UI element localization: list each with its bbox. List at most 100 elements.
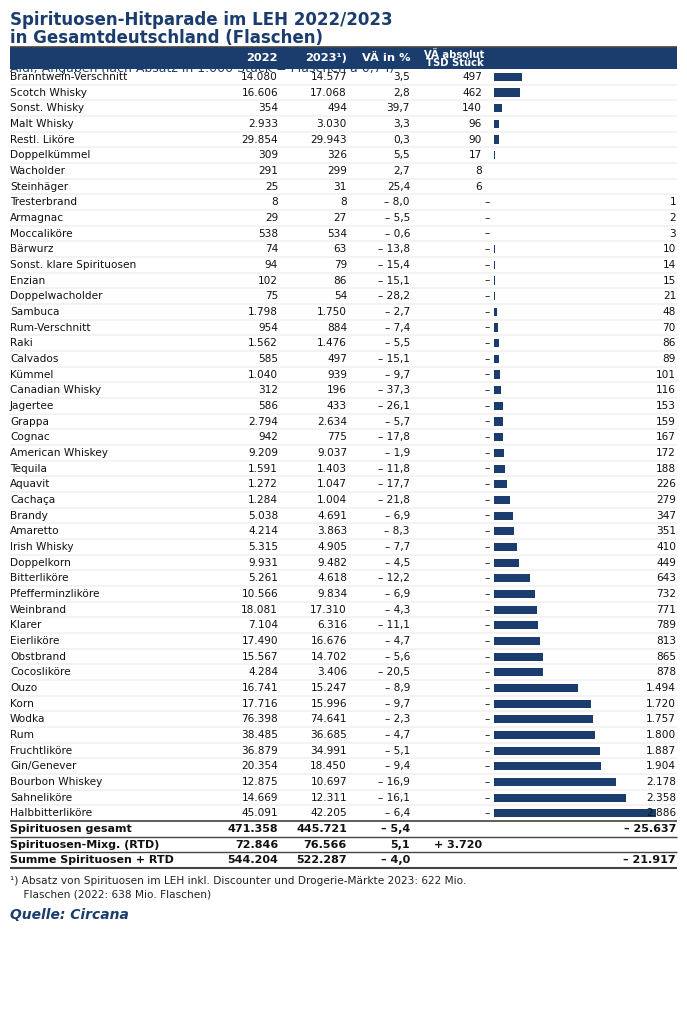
Text: – 5,4: – 5,4 [381, 824, 410, 834]
Text: 643: 643 [656, 573, 676, 584]
Text: – 11,8: – 11,8 [378, 464, 410, 473]
Text: Rum: Rum [10, 730, 34, 740]
Text: – 4,7: – 4,7 [385, 636, 410, 646]
Text: 4.284: 4.284 [248, 668, 278, 677]
Text: 5.261: 5.261 [248, 573, 278, 584]
FancyBboxPatch shape [494, 543, 517, 551]
Text: 771: 771 [656, 604, 676, 614]
FancyBboxPatch shape [494, 418, 503, 426]
Text: 1.476: 1.476 [317, 338, 347, 348]
Text: 1.004: 1.004 [317, 495, 347, 505]
Text: –: – [485, 698, 490, 709]
Text: 38.485: 38.485 [241, 730, 278, 740]
Text: VÄ in %: VÄ in % [361, 53, 410, 63]
Text: – 13,8: – 13,8 [378, 244, 410, 254]
FancyBboxPatch shape [494, 386, 501, 394]
Text: 2022: 2022 [247, 53, 278, 63]
Text: 2.933: 2.933 [248, 119, 278, 129]
Text: 471.358: 471.358 [227, 824, 278, 834]
Text: 538: 538 [258, 228, 278, 239]
Text: 86: 86 [334, 275, 347, 286]
Text: 309: 309 [258, 151, 278, 160]
Text: – 0,6: – 0,6 [385, 228, 410, 239]
FancyBboxPatch shape [494, 637, 539, 645]
Text: 15.247: 15.247 [311, 683, 347, 693]
Text: – 4,0: – 4,0 [381, 855, 410, 865]
Text: –: – [485, 777, 490, 787]
Text: 17.068: 17.068 [311, 87, 347, 97]
Text: 3: 3 [669, 228, 676, 239]
Text: Sonst. klare Spirituosen: Sonst. klare Spirituosen [10, 260, 136, 270]
Text: Tequila: Tequila [10, 464, 47, 473]
Text: 8: 8 [271, 198, 278, 207]
FancyBboxPatch shape [494, 684, 578, 692]
Text: Flaschen (2022: 638 Mio. Flaschen): Flaschen (2022: 638 Mio. Flaschen) [10, 889, 211, 899]
Text: –: – [485, 589, 490, 599]
Text: 153: 153 [656, 401, 676, 411]
Text: –: – [485, 307, 490, 316]
Text: Brandy: Brandy [10, 511, 48, 520]
Text: 10.697: 10.697 [311, 777, 347, 787]
FancyBboxPatch shape [10, 47, 677, 69]
Text: 27: 27 [334, 213, 347, 223]
Text: Halbbitterliköre: Halbbitterliköre [10, 808, 92, 818]
Text: 20.354: 20.354 [241, 761, 278, 771]
Text: Bourbon Whiskey: Bourbon Whiskey [10, 777, 102, 787]
Text: 2: 2 [669, 213, 676, 223]
Text: 1.757: 1.757 [646, 715, 676, 724]
Text: Raki: Raki [10, 338, 33, 348]
Text: Spirituosen gesamt: Spirituosen gesamt [10, 824, 132, 834]
Text: 1.272: 1.272 [248, 479, 278, 489]
Text: 497: 497 [327, 354, 347, 364]
FancyBboxPatch shape [494, 512, 513, 519]
Text: – 5,1: – 5,1 [385, 745, 410, 756]
Text: 36.685: 36.685 [311, 730, 347, 740]
FancyBboxPatch shape [494, 715, 593, 723]
Text: – 9,4: – 9,4 [385, 761, 410, 771]
Text: Rum-Verschnitt: Rum-Verschnitt [10, 323, 91, 333]
Text: 101: 101 [656, 370, 676, 380]
Text: Moccaliköre: Moccaliköre [10, 228, 73, 239]
Text: 2,8: 2,8 [393, 87, 410, 97]
Text: 36.879: 36.879 [241, 745, 278, 756]
Text: 544.204: 544.204 [227, 855, 278, 865]
Text: – 20,5: – 20,5 [378, 668, 410, 677]
FancyBboxPatch shape [494, 480, 507, 488]
FancyBboxPatch shape [494, 73, 522, 81]
Text: 14.080: 14.080 [241, 72, 278, 82]
Text: 878: 878 [656, 668, 676, 677]
Text: 116: 116 [656, 385, 676, 395]
Text: 1.800: 1.800 [646, 730, 676, 740]
Text: 72.846: 72.846 [235, 840, 278, 850]
Text: –: – [485, 683, 490, 693]
Text: – 8,9: – 8,9 [385, 683, 410, 693]
Text: –: – [485, 432, 490, 442]
Text: 1.904: 1.904 [646, 761, 676, 771]
Text: Tresterbrand: Tresterbrand [10, 198, 77, 207]
Text: 4.214: 4.214 [248, 526, 278, 537]
Text: 9.482: 9.482 [317, 558, 347, 567]
FancyBboxPatch shape [494, 371, 499, 379]
Text: 86: 86 [663, 338, 676, 348]
Text: 1.562: 1.562 [248, 338, 278, 348]
Text: Doppelwacholder: Doppelwacholder [10, 291, 102, 301]
Text: 45.091: 45.091 [241, 808, 278, 818]
Text: – 37,3: – 37,3 [378, 385, 410, 395]
Text: –: – [485, 338, 490, 348]
Text: – 2,3: – 2,3 [385, 715, 410, 724]
FancyBboxPatch shape [494, 120, 499, 128]
Text: –: – [485, 464, 490, 473]
Text: –: – [485, 447, 490, 458]
Text: – 28,2: – 28,2 [378, 291, 410, 301]
Text: 813: 813 [656, 636, 676, 646]
Text: Obstbrand: Obstbrand [10, 651, 66, 662]
Text: 942: 942 [258, 432, 278, 442]
Text: – 5,7: – 5,7 [385, 417, 410, 427]
Text: 79: 79 [334, 260, 347, 270]
Text: Weinbrand: Weinbrand [10, 604, 67, 614]
Text: – 8,0: – 8,0 [385, 198, 410, 207]
Text: 3.030: 3.030 [317, 119, 347, 129]
Text: in Gesamtdeutschland (Flaschen): in Gesamtdeutschland (Flaschen) [10, 29, 323, 47]
Text: 291: 291 [258, 166, 278, 176]
Text: –: – [485, 730, 490, 740]
